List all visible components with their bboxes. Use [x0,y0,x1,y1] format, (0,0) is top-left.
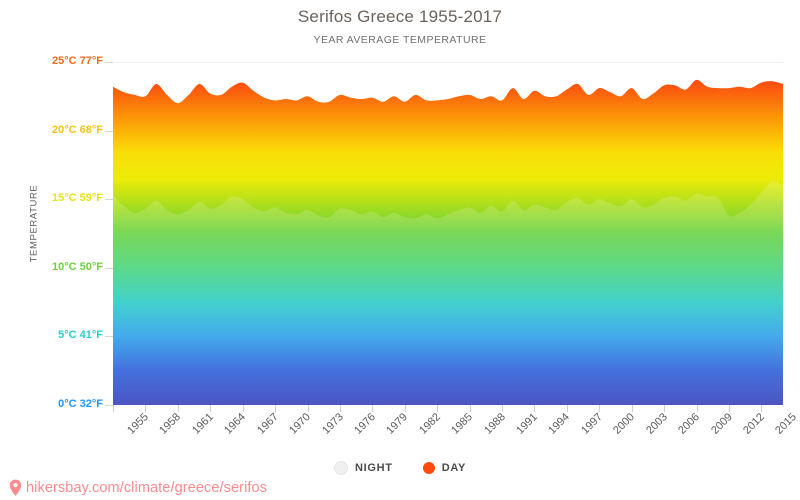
x-tick-mark [599,405,601,412]
x-tick-mark [696,405,698,412]
x-tick-label-2003: 2003 [643,411,670,437]
x-tick-mark [502,405,504,412]
night-area [113,181,783,405]
x-tick-label-1991: 1991 [514,411,541,437]
y-tick-mark [105,130,113,132]
x-tick-label-2015: 2015 [773,411,800,437]
y-tick-label-25: 25°C 77°F [52,55,103,67]
legend-item-night[interactable]: NIGHT [333,461,393,475]
x-tick-mark [339,405,341,412]
x-tick-mark [113,405,114,412]
x-tick-mark [210,405,212,412]
x-tick-label-2009: 2009 [708,411,735,437]
x-tick-mark [242,405,244,412]
x-tick-label-1970: 1970 [287,411,314,437]
x-tick-label-2006: 2006 [676,411,703,437]
page-title: Serifos Greece 1955-2017 [297,7,503,26]
legend-label: NIGHT [354,462,393,474]
x-tick-mark [307,405,309,412]
x-tick-mark [761,405,763,412]
x-tick-label-1973: 1973 [319,411,346,437]
x-tick-mark [145,405,147,412]
y-tick-mark [105,199,113,201]
legend-label: DAY [441,462,467,474]
x-tick-label-1964: 1964 [222,411,249,437]
x-tick-mark [664,405,666,412]
x-tick-mark [275,405,277,412]
x-tick-label-1976: 1976 [352,411,378,437]
footer-watermark[interactable]: hikersbay.com/climate/greece/serifos [9,479,267,496]
y-tick-label-5: 5°C 41°F [58,329,103,342]
y-tick-mark [105,62,113,63]
x-tick-label-1994: 1994 [546,411,573,437]
x-tick-mark [631,405,633,412]
x-tick-label-1955: 1955 [125,411,151,437]
y-tick-label-20: 20°C 68°F [52,123,103,136]
x-tick-mark [566,405,568,412]
x-tick-mark [177,405,179,412]
temperature-area-chart [113,62,783,405]
x-tick-label-1967: 1967 [254,411,281,437]
y-tick-mark [105,336,113,338]
x-tick-label-1982: 1982 [416,411,443,437]
x-tick-mark [404,405,406,412]
x-tick-mark [728,405,730,412]
day-area [113,79,783,405]
x-tick-label-1988: 1988 [481,411,508,437]
x-tick-label-1985: 1985 [449,411,476,437]
chart-legend: NIGHT DAY [0,461,800,475]
y-tick-label-0: 0°C 32°F [58,398,103,410]
y-tick-label-10: 10°C 50°F [52,260,103,273]
x-tick-label-1958: 1958 [157,411,184,437]
x-tick-label-1961: 1961 [189,411,216,437]
x-tick-label-2012: 2012 [741,411,767,437]
x-tick-mark [534,405,536,412]
x-tick-label-2000: 2000 [611,411,638,437]
y-tick-mark [105,267,113,269]
chart-subtitle: YEAR AVERAGE TEMPERATURE [313,34,487,46]
legend-swatch-night-icon [333,461,348,475]
y-tick-label-15: 15°C 59°F [52,192,103,205]
x-tick-mark [469,405,471,412]
map-pin-icon [9,479,22,496]
x-tick-label-1979: 1979 [384,411,411,437]
legend-item-day[interactable]: DAY [422,462,467,474]
footer-url-text: hikersbay.com/climate/greece/serifos [26,479,268,496]
x-tick-label-1997: 1997 [579,411,605,437]
y-axis: TEMPERATURE 0°C 32°F 5°C 41°F 10°C 50°F 15°… [0,0,104,500]
x-tick-mark [372,405,374,412]
legend-swatch-day-icon [422,462,435,474]
y-tick-mark [105,405,113,406]
x-tick-mark [437,405,439,412]
chart-plot-area [113,62,783,405]
